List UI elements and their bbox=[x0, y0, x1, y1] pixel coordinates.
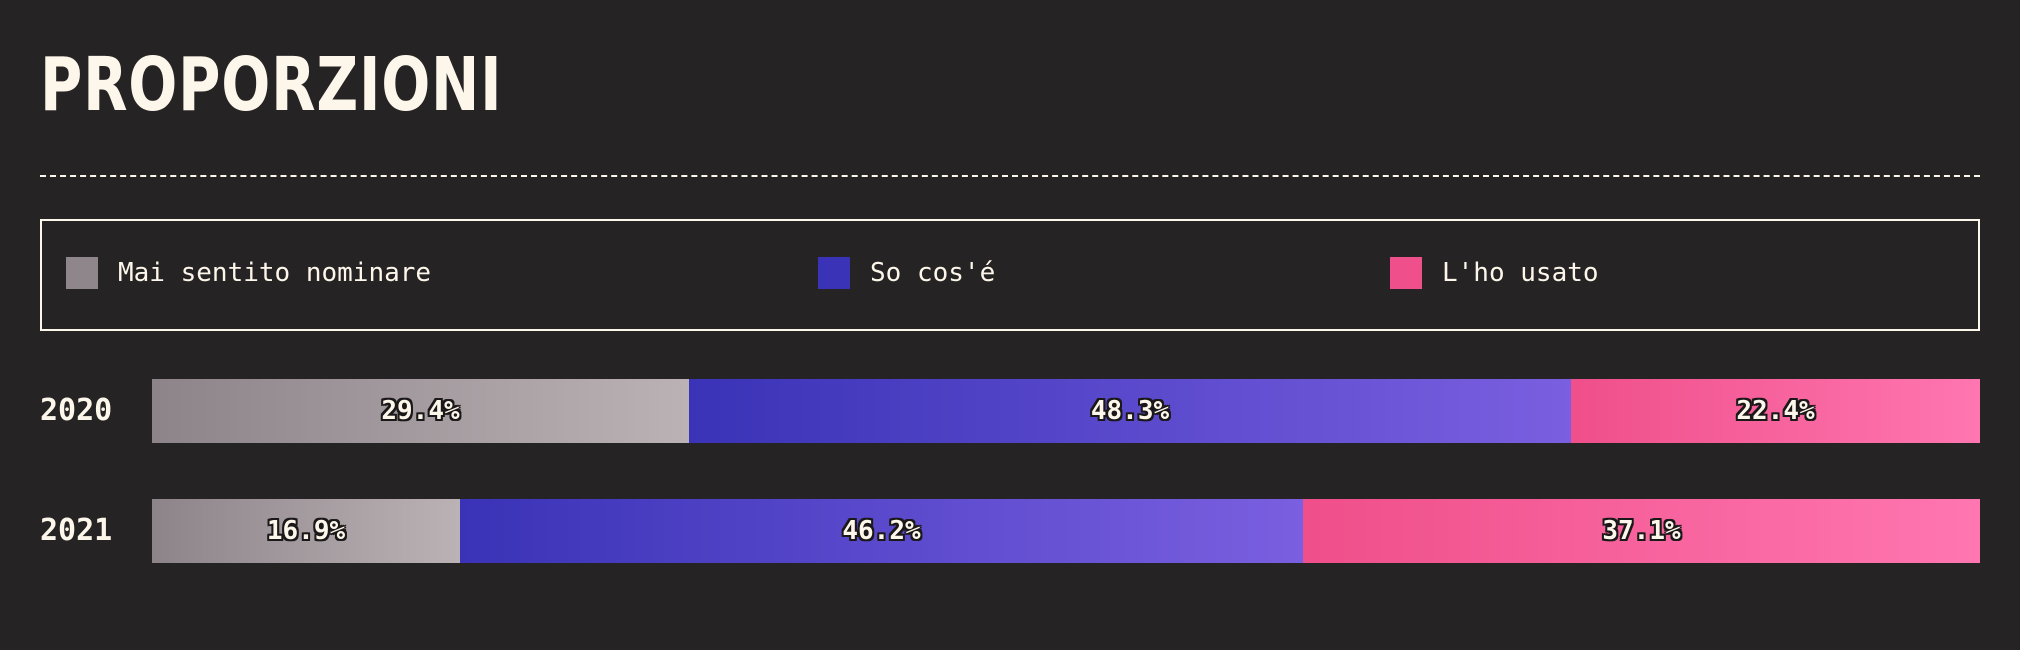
legend: Mai sentito nominare So cos'é L'ho usato bbox=[40, 219, 1980, 331]
legend-item-so-cose: So cos'é bbox=[818, 256, 995, 290]
bar-segment-2021-so-cos: 46.2% bbox=[460, 499, 1303, 563]
legend-swatch-mai-sentito bbox=[66, 257, 98, 289]
bar-segment-2020-so-cos: 48.3% bbox=[689, 379, 1571, 443]
bar-segment-2021-l-ho-usato: 37.1% bbox=[1303, 499, 1980, 563]
category-label-2021: 2021 bbox=[40, 513, 113, 548]
data-label-2021-mai-sentito-nominare: 16.9% bbox=[266, 516, 346, 546]
chart-title: PROPORZIONI bbox=[40, 42, 503, 128]
data-label-2021-so-cos: 46.2% bbox=[842, 516, 921, 546]
legend-swatch-so-cose bbox=[818, 257, 850, 289]
data-label-2020-mai-sentito-nominare: 29.4% bbox=[381, 396, 460, 426]
bar-row-2020: 2020 29.4% 48.3% 22.4% bbox=[40, 379, 1980, 443]
category-label-2020: 2020 bbox=[40, 393, 113, 428]
data-label-2020-l-ho-usato: 22.4% bbox=[1736, 396, 1815, 426]
legend-swatch-lho-usato bbox=[1390, 257, 1422, 289]
data-label-2021-l-ho-usato: 37.1% bbox=[1602, 516, 1681, 546]
legend-item-lho-usato: L'ho usato bbox=[1390, 256, 1599, 290]
dashed-divider bbox=[40, 175, 1980, 177]
bar-row-2021: 2021 16.9% 46.2% 37.1% bbox=[40, 499, 1980, 563]
data-label-2020-so-cos: 48.3% bbox=[1090, 396, 1170, 426]
bar-segment-2020-mai-sentito-nominare: 29.4% bbox=[152, 379, 689, 443]
legend-item-mai-sentito: Mai sentito nominare bbox=[66, 256, 431, 290]
bar-segment-2021-mai-sentito-nominare: 16.9% bbox=[152, 499, 460, 563]
legend-label-lho-usato: L'ho usato bbox=[1442, 258, 1599, 288]
stacked-bar-2021: 16.9% 46.2% 37.1% bbox=[152, 499, 1980, 563]
legend-label-so-cose: So cos'é bbox=[870, 258, 996, 288]
stacked-bar-2020: 29.4% 48.3% 22.4% bbox=[152, 379, 1980, 443]
legend-label-mai-sentito: Mai sentito nominare bbox=[118, 258, 432, 288]
bar-segment-2020-l-ho-usato: 22.4% bbox=[1571, 379, 1980, 443]
